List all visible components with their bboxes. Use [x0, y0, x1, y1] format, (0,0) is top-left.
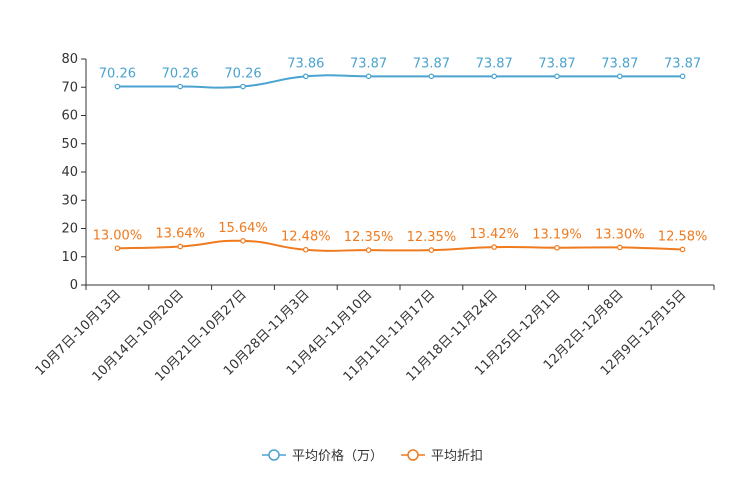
- y-tick-label: 10: [61, 250, 78, 265]
- y-tick-label: 50: [61, 137, 78, 152]
- y-tick-label: 0: [70, 278, 78, 293]
- data-point[interactable]: [428, 73, 435, 80]
- legend-item-1[interactable]: 平均价格（万）: [262, 448, 383, 464]
- y-tick-label: 30: [61, 193, 78, 208]
- data-point[interactable]: [679, 246, 686, 253]
- series-line: [117, 239, 683, 252]
- data-label: 70.26: [162, 67, 199, 82]
- data-point[interactable]: [616, 73, 623, 80]
- data-label: 73.87: [538, 56, 575, 71]
- legend[interactable]: 平均价格（万） 平均折扣: [262, 448, 483, 464]
- y-tick-label: 40: [61, 165, 78, 180]
- data-label: 73.87: [664, 56, 701, 71]
- data-label: 70.26: [99, 67, 136, 82]
- x-axis: 10月7日-10月13日10月14日-10月20日10月21日-10月27日10…: [33, 284, 715, 385]
- data-label: 73.87: [413, 56, 450, 71]
- data-point[interactable]: [302, 246, 309, 253]
- data-label: 13.00%: [93, 228, 143, 243]
- y-tick-label: 80: [61, 52, 78, 67]
- data-label: 73.87: [350, 56, 387, 71]
- y-axis: 0 10 20 30 40 50 60 70 80: [61, 52, 87, 293]
- data-point[interactable]: [616, 244, 623, 251]
- data-label: 13.19%: [532, 228, 582, 243]
- data-point[interactable]: [365, 73, 372, 80]
- data-point[interactable]: [302, 73, 309, 80]
- data-point[interactable]: [554, 73, 560, 80]
- legend-label: 平均折扣: [431, 449, 483, 464]
- data-label: 13.42%: [469, 227, 519, 242]
- data-point[interactable]: [114, 83, 121, 90]
- series-line: [117, 74, 683, 89]
- data-label: 73.87: [601, 56, 638, 71]
- data-point[interactable]: [554, 244, 560, 251]
- data-point[interactable]: [679, 73, 686, 80]
- data-label: 12.58%: [658, 229, 708, 244]
- data-point[interactable]: [114, 245, 121, 252]
- data-point[interactable]: [177, 243, 184, 250]
- data-label: 13.64%: [155, 226, 205, 241]
- data-point[interactable]: [491, 244, 498, 250]
- series-2: 13.00% 13.64% 15.64% 12.48% 12.35% 12.35% 13.4…: [93, 221, 708, 253]
- legend-marker: [268, 449, 280, 461]
- data-label: 73.87: [476, 56, 513, 71]
- data-point[interactable]: [428, 247, 435, 253]
- data-point[interactable]: [240, 238, 246, 244]
- data-label: 15.64%: [218, 221, 268, 236]
- y-tick-label: 70: [61, 80, 78, 95]
- legend-label: 平均价格（万）: [292, 448, 383, 464]
- series-1: 70.26 70.26 70.26 73.86 73.87 73.87 73.87 73.87…: [99, 56, 701, 90]
- y-tick-label: 20: [61, 222, 78, 237]
- data-label: 12.48%: [281, 230, 331, 245]
- series-layer: 70.26 70.26 70.26 73.86 73.87 73.87 73.87 73.87…: [93, 56, 708, 253]
- data-label: 12.35%: [344, 230, 394, 245]
- y-tick-label: 60: [61, 109, 78, 124]
- data-label: 13.30%: [595, 227, 645, 242]
- data-label: 73.86: [287, 56, 324, 71]
- data-point[interactable]: [177, 83, 184, 90]
- data-point[interactable]: [240, 83, 246, 90]
- data-point[interactable]: [365, 247, 372, 253]
- legend-marker: [407, 449, 419, 461]
- data-label: 70.26: [224, 67, 261, 82]
- data-point[interactable]: [491, 73, 498, 80]
- data-label: 12.35%: [407, 230, 457, 245]
- legend-item-2[interactable]: 平均折扣: [401, 449, 483, 464]
